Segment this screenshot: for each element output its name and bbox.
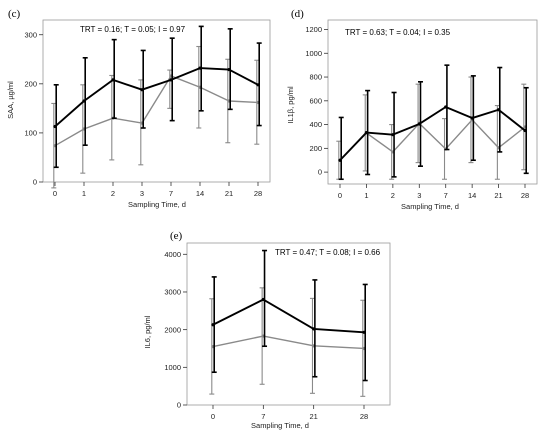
y-tick-label: 200 (24, 79, 37, 88)
y-tick-label: 1000 (164, 363, 181, 372)
data-point (338, 158, 342, 162)
panel-label: (d) (291, 8, 304, 20)
y-tick-label: 300 (24, 30, 37, 39)
panel-label: (e) (170, 230, 183, 242)
data-point (391, 133, 395, 137)
data-point (362, 330, 366, 334)
stats-annotation: TRT = 0.63; T = 0.04; I = 0.35 (345, 28, 451, 37)
x-tick-label: 28 (254, 189, 262, 198)
x-tick-label: 14 (196, 189, 204, 198)
y-tick-label: 200 (309, 144, 322, 153)
data-point (198, 66, 202, 70)
x-tick-label: 1 (364, 191, 368, 200)
data-point (53, 124, 57, 129)
y-tick-label: 3000 (164, 288, 181, 297)
y-tick-label: 100 (24, 129, 37, 138)
data-point (140, 88, 144, 92)
y-tick-label: 0 (33, 178, 37, 187)
data-point (470, 116, 474, 120)
data-point (227, 67, 231, 72)
x-tick-label: 21 (494, 191, 502, 200)
data-point (496, 108, 501, 112)
x-tick-label: 28 (521, 191, 529, 200)
x-tick-label: 7 (261, 412, 265, 421)
y-tick-label: 1000 (305, 49, 322, 58)
y-tick-label: 0 (318, 168, 322, 177)
plot-border (186, 242, 391, 406)
plot-border (42, 19, 271, 183)
panel-label: (c) (8, 8, 21, 20)
chart-marks: 0 1000 2000 3000 4000 0 7 21 28 (164, 242, 391, 421)
series-line-control (54, 75, 259, 147)
x-tick-label: 14 (468, 191, 476, 200)
x-tick-label: 1 (82, 189, 86, 198)
data-point (417, 122, 421, 126)
stats-annotation: TRT = 0.16; T = 0.05; I = 0.97 (80, 25, 186, 34)
x-axis-title: Sampling Time, d (251, 421, 309, 430)
y-tick-label: 800 (309, 73, 322, 82)
data-point (444, 105, 448, 109)
x-tick-label: 28 (360, 412, 368, 421)
data-point (111, 78, 115, 82)
chart-saa: (c) TRT = 0.16; T = 0.05; I = 0.97 SAA, … (6, 8, 271, 209)
stats-annotation: TRT = 0.47; T = 0.08; I = 0.66 (275, 248, 381, 257)
plot-border (327, 19, 538, 185)
x-tick-label: 0 (211, 412, 215, 421)
x-tick-label: 0 (53, 189, 57, 198)
y-tick-label: 1200 (305, 25, 322, 34)
y-tick-label: 600 (309, 96, 322, 105)
y-axis-title: IL6, pg/ml (143, 315, 152, 348)
x-tick-label: 21 (309, 412, 317, 421)
y-axis-title: SAA, µg/ml (6, 81, 15, 119)
x-tick-label: 2 (391, 191, 395, 200)
data-point (256, 83, 260, 87)
x-axis-title: Sampling Time, d (401, 202, 459, 211)
x-tick-label: 7 (169, 189, 173, 198)
series-line-treatment (339, 106, 526, 161)
x-axis-title: Sampling Time, d (128, 200, 186, 209)
data-point (364, 130, 369, 135)
y-tick-label: 4000 (164, 250, 181, 259)
series-line-treatment (54, 67, 259, 128)
y-tick-label: 0 (177, 401, 181, 410)
data-point (82, 99, 86, 103)
data-point (312, 327, 316, 331)
y-tick-label: 2000 (164, 325, 181, 334)
x-tick-label: 3 (140, 189, 144, 198)
y-tick-label: 400 (309, 120, 322, 129)
series-line-treatment (212, 298, 365, 334)
chart-il6: (e) TRT = 0.47; T = 0.08; I = 0.66 IL6, … (143, 230, 391, 430)
data-point (169, 78, 173, 82)
data-point (211, 323, 215, 327)
x-tick-label: 0 (338, 191, 342, 200)
data-point (523, 128, 527, 133)
data-point (261, 297, 265, 302)
x-tick-label: 21 (225, 189, 233, 198)
series-line-control (339, 119, 526, 161)
chart-marks: 0 200 400 600 800 1000 1200 0 1 2 3 7 14 21 28 (305, 19, 538, 200)
series-line-control (212, 335, 365, 350)
x-tick-label: 3 (417, 191, 421, 200)
chart-marks: 0 100 200 300 0 1 2 3 7 14 21 28 (24, 19, 271, 198)
x-tick-label: 7 (444, 191, 448, 200)
chart-il1b: (d) TRT = 0.63; T = 0.04; I = 0.35 IL1β,… (286, 8, 538, 211)
y-axis-title: IL1β, pg/ml (286, 86, 295, 124)
x-tick-label: 2 (111, 189, 115, 198)
